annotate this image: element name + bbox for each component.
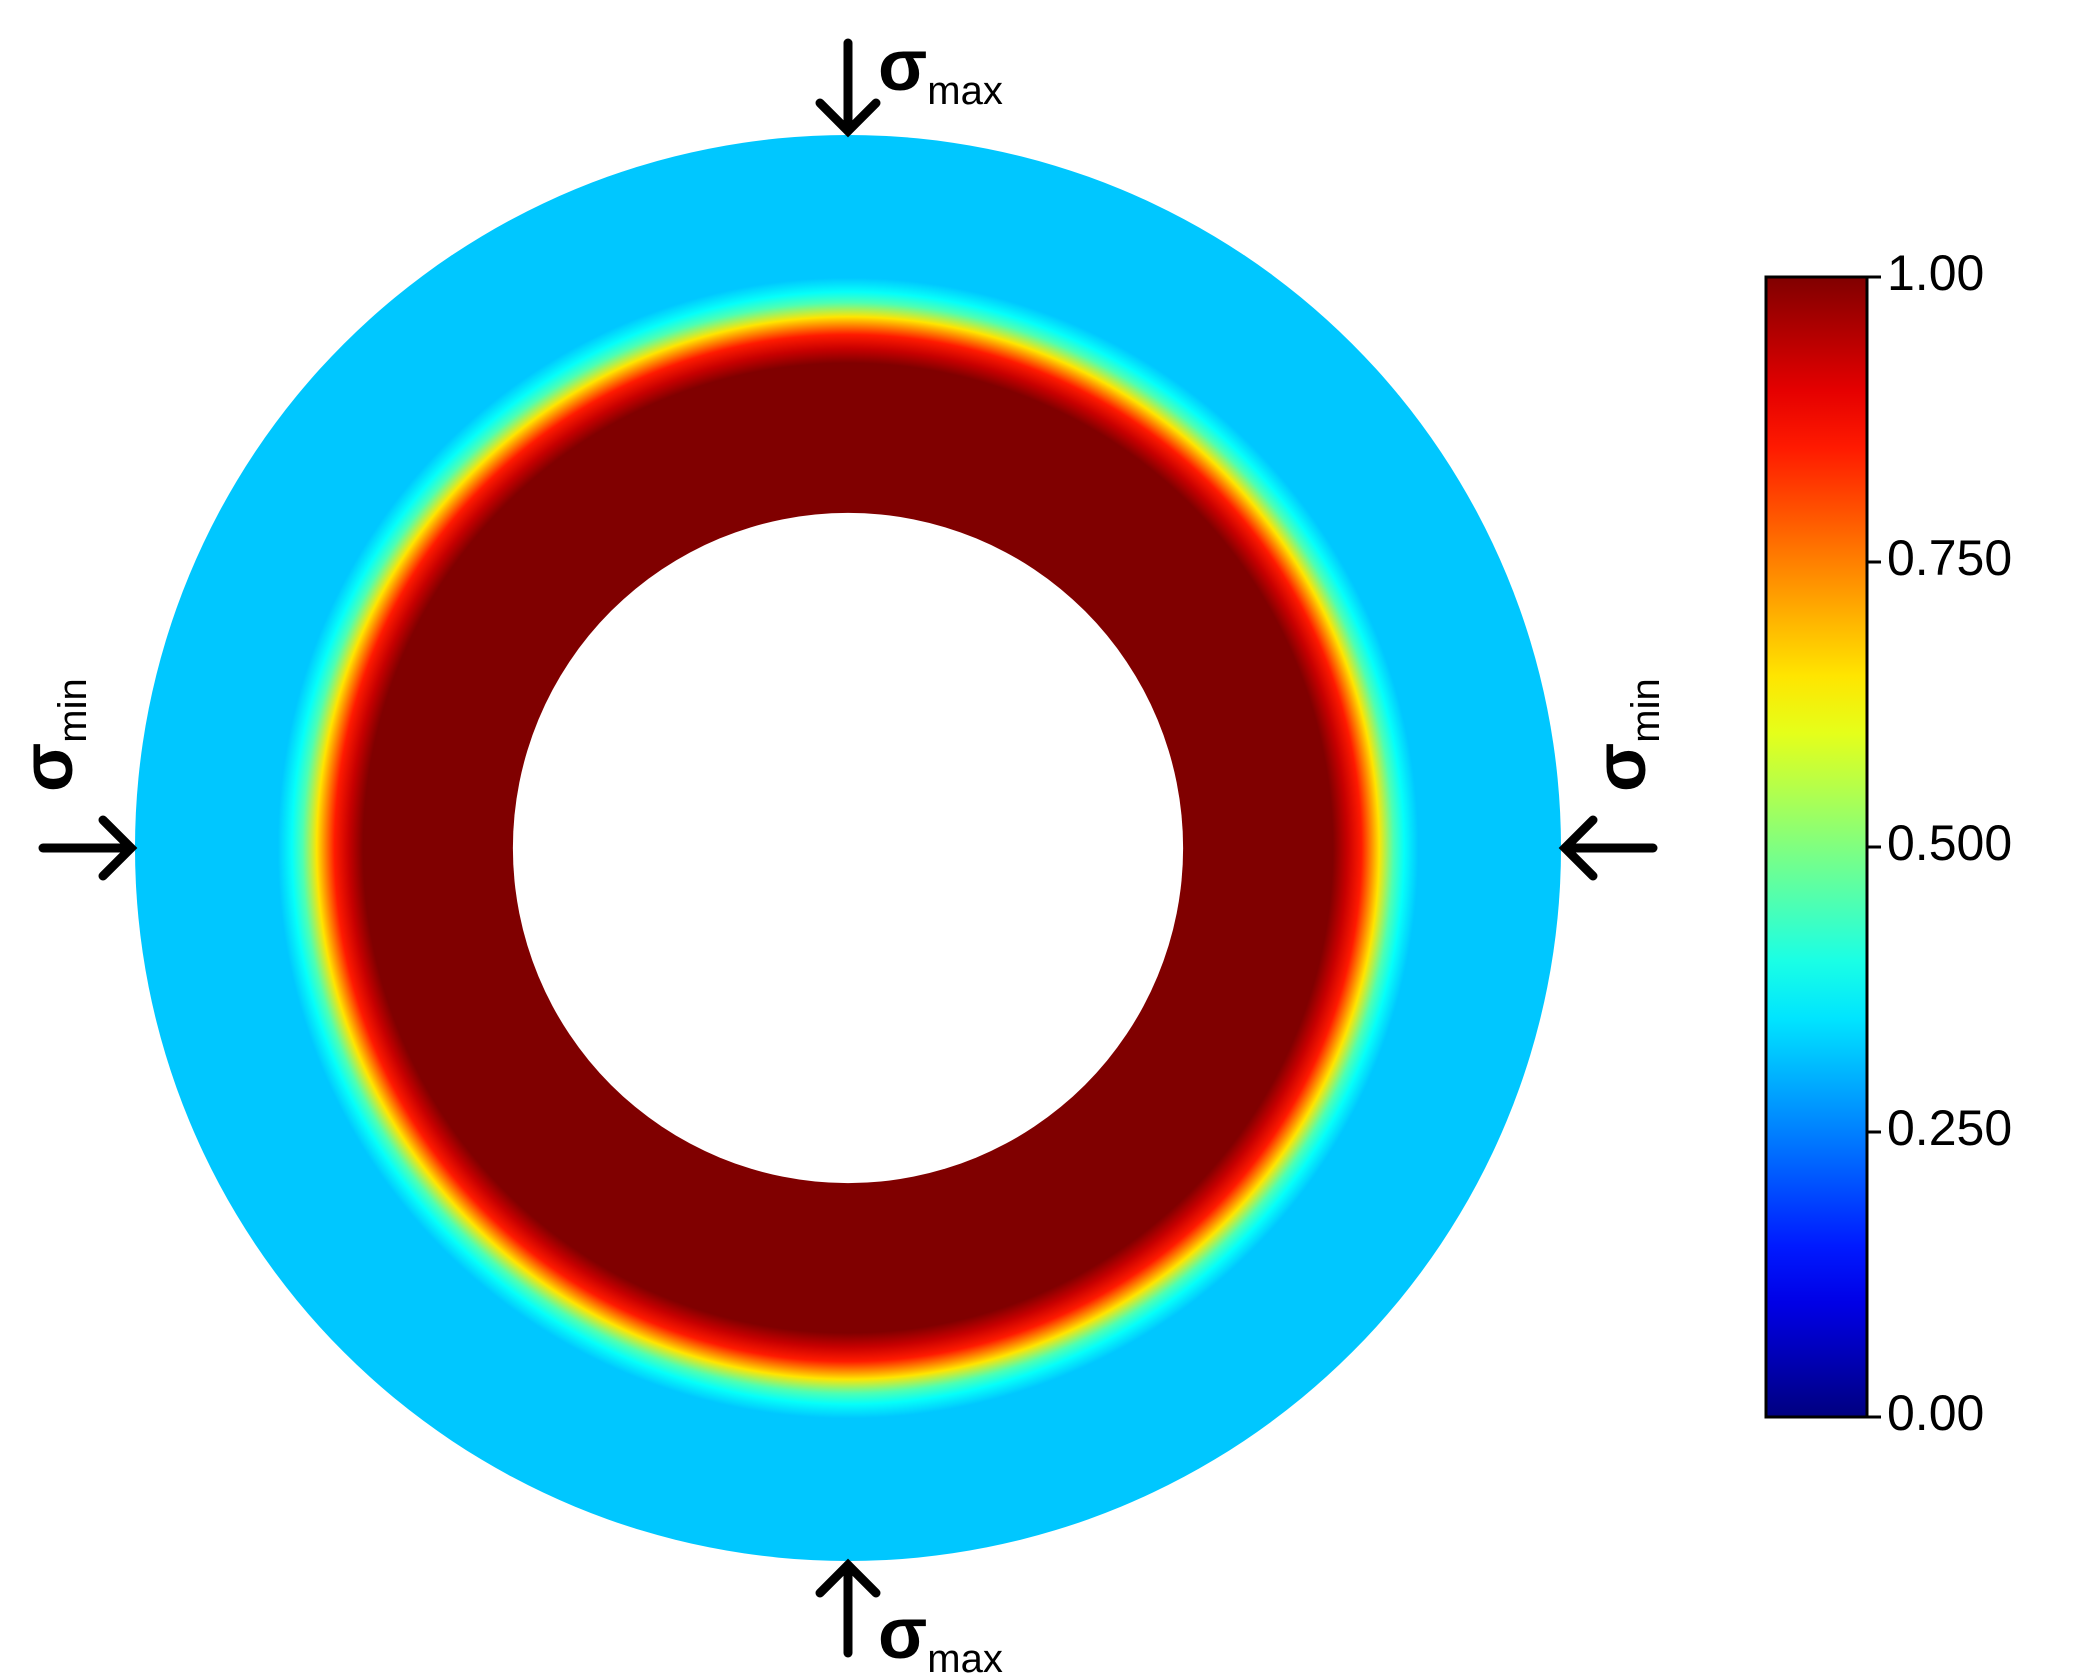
load-label: σmin xyxy=(8,678,95,792)
colorbar-tick-label: 0.00 xyxy=(1887,1385,1984,1441)
colorbar-tick-label: 0.250 xyxy=(1887,1100,2012,1156)
load-label: σmax xyxy=(878,1594,1003,1680)
load-arrowhead xyxy=(815,1558,881,1598)
load-symbol: σ xyxy=(878,26,927,106)
load-label: σmax xyxy=(878,26,1003,113)
colorbar xyxy=(1764,275,1869,1419)
load-symbol: σ xyxy=(878,1594,927,1674)
load-subscript: min xyxy=(51,678,95,742)
colorbar-tick-label: 1.00 xyxy=(1887,245,1984,301)
load-arrowhead xyxy=(815,98,881,138)
load-subscript: min xyxy=(1624,678,1668,742)
load-symbol: σ xyxy=(8,743,88,792)
load-arrowhead xyxy=(98,815,138,881)
load-arrowhead xyxy=(1558,815,1598,881)
hole xyxy=(512,512,1184,1184)
load-label: σmin xyxy=(1581,678,1668,792)
colorbar-tick-label: 0.750 xyxy=(1887,530,2012,586)
load-symbol: σ xyxy=(1581,743,1661,792)
colorbar-tick-label: 0.500 xyxy=(1887,815,2012,871)
load-subscript: max xyxy=(927,1637,1003,1680)
load-subscript: max xyxy=(927,69,1003,113)
